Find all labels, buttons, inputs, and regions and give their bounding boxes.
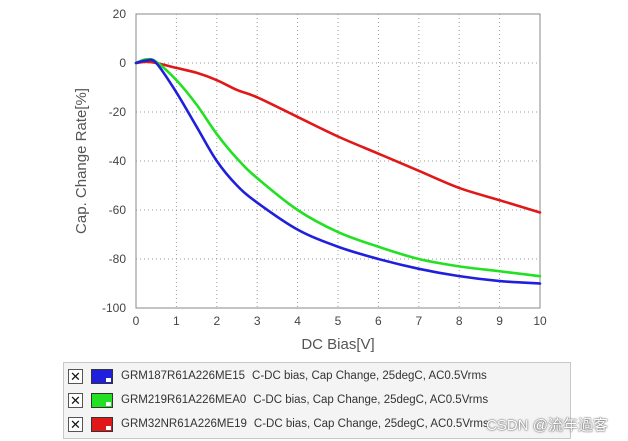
legend-color-swatch[interactable] [91, 368, 113, 384]
y-tick-label: 0 [119, 56, 126, 70]
watermark-text: CSDN @流年過客 [486, 417, 608, 434]
legend-part-number: GRM32NR61A226ME19 [121, 418, 247, 430]
x-tick-label: 5 [335, 314, 342, 328]
x-tick-label: 1 [173, 314, 180, 328]
x-tick-label: 4 [294, 314, 301, 328]
y-tick-label: -40 [109, 154, 127, 168]
x-tick-label: 7 [415, 314, 422, 328]
y-tick-label: -80 [109, 252, 127, 266]
x-tick-label: 10 [533, 314, 547, 328]
legend-item: ✕ GRM219R61A226MEA0 C-DC bias, Cap Chang… [68, 390, 488, 410]
y-tick-label: -20 [109, 105, 127, 119]
legend-toggle-checkbox[interactable]: ✕ [68, 416, 83, 432]
legend-item: ✕ GRM187R61A226ME15 C-DC bias, Cap Chang… [68, 366, 487, 386]
legend-description: C-DC bias, Cap Change, 25degC, AC0.5Vrms [253, 418, 489, 430]
legend-part-number: GRM187R61A226ME15 [121, 370, 246, 382]
x-tick-label: 3 [254, 314, 261, 328]
legend-description: C-DC bias, Cap Change, 25degC, AC0.5Vrms [253, 394, 489, 406]
x-axis-title: DC Bias[V] [301, 336, 374, 353]
y-axis-title: Cap. Change Rate[%] [73, 88, 90, 234]
x-tick-label: 8 [456, 314, 463, 328]
legend-toggle-checkbox[interactable]: ✕ [68, 368, 83, 384]
grid-lines [136, 14, 540, 308]
tick-labels: 0 1 2 3 4 5 6 7 8 9 10 20 0 -20 -40 -60 -80 -100 [102, 7, 547, 328]
x-tick-label: 2 [213, 314, 220, 328]
legend-description: C-DC bias, Cap Change, 25degC, AC0.5Vrms [252, 370, 487, 382]
x-tick-label: 6 [375, 314, 382, 328]
y-tick-label: -100 [102, 301, 126, 315]
legend-color-swatch[interactable] [91, 392, 113, 408]
y-tick-label: 20 [113, 7, 127, 21]
chart-svg: 0 1 2 3 4 5 6 7 8 9 10 20 0 -20 -40 -60 -80 -100 DC Bias[… [73, 7, 547, 353]
legend-item: ✕ GRM32NR61A226ME19 C-DC bias, Cap Chang… [68, 414, 489, 434]
legend-toggle-checkbox[interactable]: ✕ [68, 392, 83, 408]
x-tick-label: 9 [496, 314, 503, 328]
y-tick-label: -60 [109, 203, 127, 217]
series-line-GRM187R61A226ME15 [134, 58, 542, 285]
series-lines [134, 57, 542, 285]
series-line-GRM219R61A226MEA0 [134, 57, 542, 278]
legend-part-number: GRM219R61A226MEA0 [121, 394, 247, 406]
x-tick-label: 0 [133, 314, 140, 328]
legend-color-swatch[interactable] [91, 416, 113, 432]
legend-panel: ✕ GRM187R61A226ME15 C-DC bias, Cap Chang… [63, 362, 571, 439]
